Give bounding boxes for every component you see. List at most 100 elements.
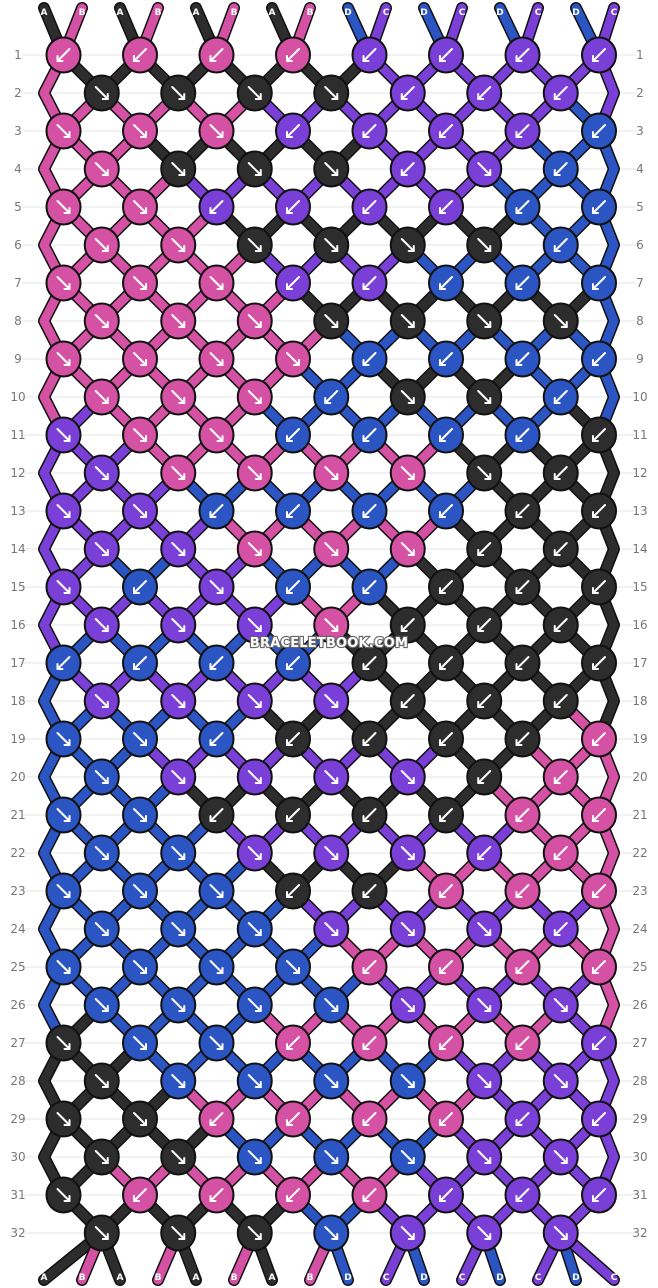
arrow-head xyxy=(140,435,147,442)
arrow-down-right-icon xyxy=(477,922,492,936)
arrow-down-left-icon xyxy=(439,960,453,974)
knot xyxy=(466,910,503,948)
knot xyxy=(581,36,617,74)
strand-label-top: A xyxy=(41,8,48,18)
arrow-down-left-icon xyxy=(286,504,300,518)
knot xyxy=(160,454,197,492)
knot xyxy=(275,416,311,454)
arrow-down-left-icon xyxy=(286,884,300,898)
knot xyxy=(122,720,158,758)
strand-label-bottom: C xyxy=(459,1273,466,1283)
knot xyxy=(466,1062,503,1100)
arrow-down-right-icon xyxy=(171,1226,186,1240)
arrow-head xyxy=(553,777,561,784)
knot xyxy=(275,1024,311,1062)
arrow-down-right-icon xyxy=(133,1112,147,1126)
knot xyxy=(198,340,235,378)
arrow-down-left-icon xyxy=(362,960,377,974)
arrow-head xyxy=(592,1043,599,1050)
knot xyxy=(351,948,388,986)
strand-label-bottom: B xyxy=(231,1273,238,1283)
arrow-head xyxy=(362,1195,370,1202)
knot xyxy=(83,606,120,644)
knot xyxy=(542,986,579,1024)
knot xyxy=(275,1100,311,1138)
row-number-left: 26 xyxy=(10,998,25,1012)
arrow-down-left-icon xyxy=(592,200,606,214)
arrow-head xyxy=(63,815,71,822)
arrow-head xyxy=(286,663,293,670)
knot xyxy=(160,1214,197,1252)
knot xyxy=(466,302,503,340)
arrow-down-right-icon xyxy=(477,1226,492,1240)
arrow-down-right-icon xyxy=(133,124,147,138)
knot xyxy=(275,796,311,834)
knot xyxy=(581,340,617,378)
arrow-head xyxy=(254,1005,262,1012)
arrow-head xyxy=(553,93,561,100)
arrow-down-left-icon xyxy=(209,1112,224,1126)
knot xyxy=(389,758,426,796)
arrow-down-left-icon xyxy=(515,428,530,442)
arrow-down-right-icon xyxy=(324,314,339,328)
knot xyxy=(198,948,235,986)
knot xyxy=(428,492,464,530)
row-number-left: 28 xyxy=(10,1074,25,1088)
knot xyxy=(466,606,503,644)
knot xyxy=(275,872,311,910)
arrow-head xyxy=(178,169,186,176)
arrow-down-right-icon xyxy=(56,1188,71,1202)
knot xyxy=(389,378,426,416)
arrow-down-left-icon xyxy=(439,580,453,594)
row-number-right: 13 xyxy=(632,504,647,518)
arrow-down-right-icon xyxy=(286,352,300,366)
arrow-head xyxy=(286,283,293,290)
arrow-down-right-icon xyxy=(209,960,224,974)
knot xyxy=(581,264,617,302)
arrow-down-right-icon xyxy=(247,770,262,784)
knot xyxy=(275,568,311,606)
knot xyxy=(160,758,197,796)
row-number-left: 13 xyxy=(10,504,25,518)
knot xyxy=(83,1214,120,1252)
knot xyxy=(122,1100,158,1138)
knot xyxy=(83,682,120,720)
arrow-down-left-icon xyxy=(324,390,339,404)
knot xyxy=(122,948,158,986)
arrow-head xyxy=(592,283,599,290)
knot xyxy=(504,644,541,682)
row-number-left: 4 xyxy=(14,162,22,176)
arrow-down-left-icon xyxy=(553,618,568,632)
knot xyxy=(313,1062,350,1100)
arrow-head xyxy=(515,1043,523,1050)
strand-label-bottom: B xyxy=(79,1273,86,1283)
knot xyxy=(236,150,273,188)
arrow-down-right-icon xyxy=(94,922,109,936)
arrow-head xyxy=(178,1081,186,1088)
arrow-down-right-icon xyxy=(133,352,147,366)
arrow-down-left-icon xyxy=(400,618,415,632)
arrow-head xyxy=(101,777,109,784)
arrow-head xyxy=(407,853,415,860)
arrow-head xyxy=(477,701,485,708)
arrow-head xyxy=(362,1043,370,1050)
arrow-head xyxy=(362,55,370,62)
arrow-head xyxy=(63,131,71,138)
arrow-down-right-icon xyxy=(171,1074,186,1088)
arrow-head xyxy=(63,359,71,366)
arrow-down-right-icon xyxy=(247,162,262,176)
arrow-down-left-icon xyxy=(553,466,568,480)
knot xyxy=(313,758,350,796)
arrow-head xyxy=(439,359,446,366)
arrow-down-right-icon xyxy=(400,542,415,556)
knot xyxy=(351,1176,388,1214)
arrow-head xyxy=(216,1043,224,1050)
arrow-head xyxy=(400,701,408,708)
knot xyxy=(160,910,197,948)
knot xyxy=(83,226,120,264)
arrow-head xyxy=(178,929,186,936)
arrow-head xyxy=(286,739,293,746)
knot xyxy=(236,454,273,492)
arrow-head xyxy=(293,359,300,366)
arrow-down-right-icon xyxy=(133,276,147,290)
